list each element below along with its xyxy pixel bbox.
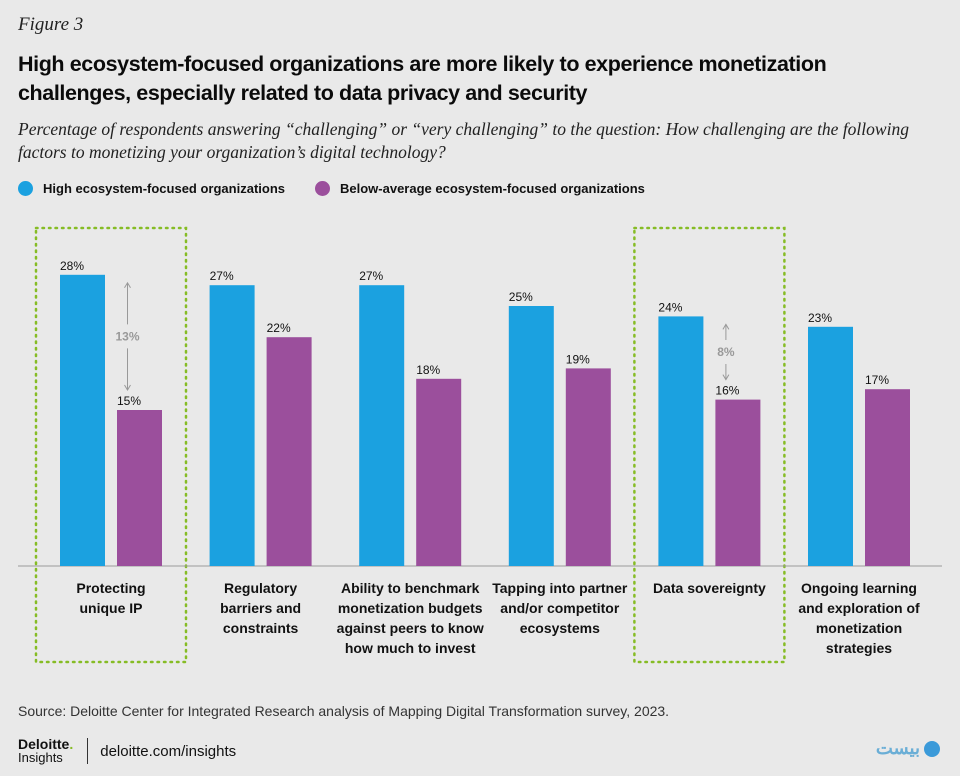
- value-label-s0-c3: 25%: [509, 290, 533, 304]
- value-label-s0-c2: 27%: [359, 269, 383, 283]
- category-label-0: Protecting unique IP: [76, 580, 145, 616]
- logo-subtitle: Insights: [18, 750, 63, 765]
- value-label-s1-c5: 17%: [865, 373, 889, 387]
- legend-label-below: Below-average ecosystem-focused organiza…: [340, 180, 645, 196]
- legend-item-high: High ecosystem-focused organizations: [18, 180, 285, 196]
- source-note: Source: Deloitte Center for Integrated R…: [18, 703, 670, 719]
- bar-s1-c3: [565, 368, 611, 566]
- bar-s1-c1: [266, 337, 312, 566]
- bar-s0-c0: [60, 274, 105, 566]
- footer: Deloitte. Insights deloitte.com/insights: [18, 736, 236, 766]
- legend-label-high: High ecosystem-focused organizations: [43, 180, 285, 196]
- watermark-logo-icon: بیست: [876, 738, 940, 759]
- bar-s1-c4: [715, 399, 761, 566]
- value-label-s1-c2: 18%: [416, 363, 440, 377]
- bar-s0-c3: [508, 306, 554, 566]
- value-label-s0-c1: 27%: [210, 269, 234, 283]
- legend-item-below: Below-average ecosystem-focused organiza…: [315, 180, 645, 196]
- highlight-box-0: [34, 226, 188, 664]
- category-label-2: Ability to benchmark monetization budgets…: [337, 580, 484, 656]
- value-label-s0-c0: 28%: [60, 259, 84, 273]
- category-label-4: Data sovereignty: [653, 580, 766, 596]
- diff-label-0: 13%: [115, 329, 139, 343]
- value-label-s1-c0: 15%: [117, 394, 141, 408]
- diff-arrow-down-icon: [124, 384, 131, 391]
- bar-chart: 28% 27% 27% 25% 24% 23% 15% 22% 18% 19% 16% 17% 13% 8…: [18, 226, 942, 664]
- deloitte-insights-logo: Deloitte. Insights: [18, 736, 74, 765]
- footer-url[interactable]: deloitte.com/insights: [100, 742, 237, 760]
- legend-swatch-below: [315, 180, 330, 196]
- footer-divider: [87, 738, 89, 764]
- diff-arrow-down-icon: [722, 374, 730, 381]
- figure-label: Figure 3: [18, 14, 84, 35]
- legend-swatch-high: [18, 180, 33, 196]
- chart-subtitle: Percentage of respondents answering “cha…: [18, 119, 909, 162]
- value-label-s0-c5: 23%: [808, 311, 832, 325]
- diff-arrow-up-icon: [124, 281, 131, 289]
- legend: High ecosystem-focused organizations Bel…: [18, 178, 675, 198]
- category-label-3: Tapping into partner and/or competitor eco…: [492, 580, 628, 636]
- value-label-s1-c3: 19%: [566, 352, 590, 366]
- highlight-box-4: [633, 226, 786, 664]
- logo-wordmark: Deloitte.: [18, 736, 74, 752]
- bar-s0-c2: [359, 285, 405, 566]
- bar-s0-c4: [658, 316, 704, 566]
- diff-arrow-up-icon: [722, 323, 730, 330]
- value-label-s1-c4: 16%: [715, 384, 739, 398]
- diff-label-4: 8%: [717, 345, 735, 359]
- bar-s1-c0: [117, 410, 162, 566]
- category-label-5: Ongoing learning and exploration of moneti…: [798, 580, 920, 656]
- category-label-1: Regulatory barriers and constraints: [220, 580, 301, 636]
- chart-title: High ecosystem-focused organizations are…: [18, 52, 827, 105]
- value-label-s1-c1: 22%: [267, 321, 291, 335]
- value-label-s0-c4: 24%: [658, 300, 682, 314]
- bar-s0-c1: [209, 285, 255, 566]
- bar-s1-c2: [416, 378, 462, 566]
- bar-s1-c5: [865, 389, 910, 566]
- bar-s0-c5: [808, 326, 853, 566]
